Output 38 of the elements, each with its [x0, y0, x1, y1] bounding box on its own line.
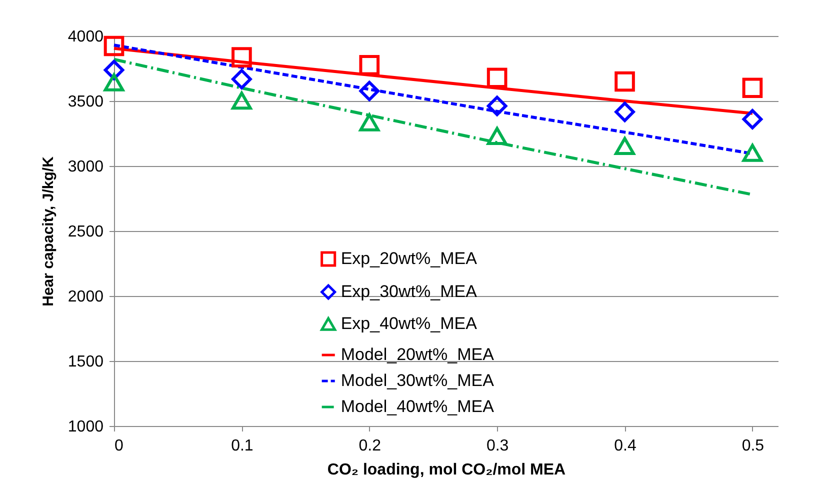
point — [232, 47, 252, 68]
x-tick-label: 0.4 — [614, 438, 636, 454]
point — [486, 96, 508, 116]
x-tick-label: 0.2 — [358, 438, 382, 454]
x-tick-label: 0.1 — [231, 438, 254, 454]
point — [359, 80, 380, 102]
legend-label: Model_20wt%_MEA — [340, 345, 495, 364]
y-axis-title: Hear capacity, J/kg/K — [40, 156, 57, 306]
y-tick-label: 1000 — [68, 418, 104, 436]
legend-label: Exp_40wt%_MEA — [340, 314, 478, 333]
legend-label: Exp_20wt%_MEA — [340, 249, 478, 268]
point — [104, 36, 124, 56]
point — [614, 136, 635, 155]
y-tick-label: 2000 — [68, 288, 104, 306]
x-tick-label: 0 — [114, 438, 124, 454]
point — [614, 71, 635, 92]
legend-label: Model_40wt%_MEA — [340, 397, 495, 416]
x-axis-title: CO₂ loading, mol CO₂/mol MEA — [327, 462, 566, 478]
point — [486, 126, 508, 145]
point — [104, 73, 124, 92]
point — [486, 68, 508, 88]
point — [232, 92, 252, 110]
y-tick-label: 4000 — [68, 28, 104, 46]
point — [232, 69, 252, 90]
point — [359, 54, 380, 76]
x-tick-label: 0.5 — [742, 438, 764, 454]
point — [742, 78, 763, 98]
y-tick-label: 2500 — [68, 224, 104, 240]
y-tick-label: 1500 — [68, 354, 104, 370]
y-tick-label: 3500 — [68, 94, 104, 110]
point — [742, 144, 763, 162]
point — [359, 113, 380, 132]
legend-label: Model_30wt%_MEA — [340, 371, 495, 390]
legend-label: Exp_30wt%_MEA — [340, 282, 478, 301]
point — [742, 109, 763, 130]
x-tick-label: 0.3 — [486, 438, 509, 454]
y-tick-label: 3000 — [68, 158, 104, 176]
point — [614, 102, 635, 122]
